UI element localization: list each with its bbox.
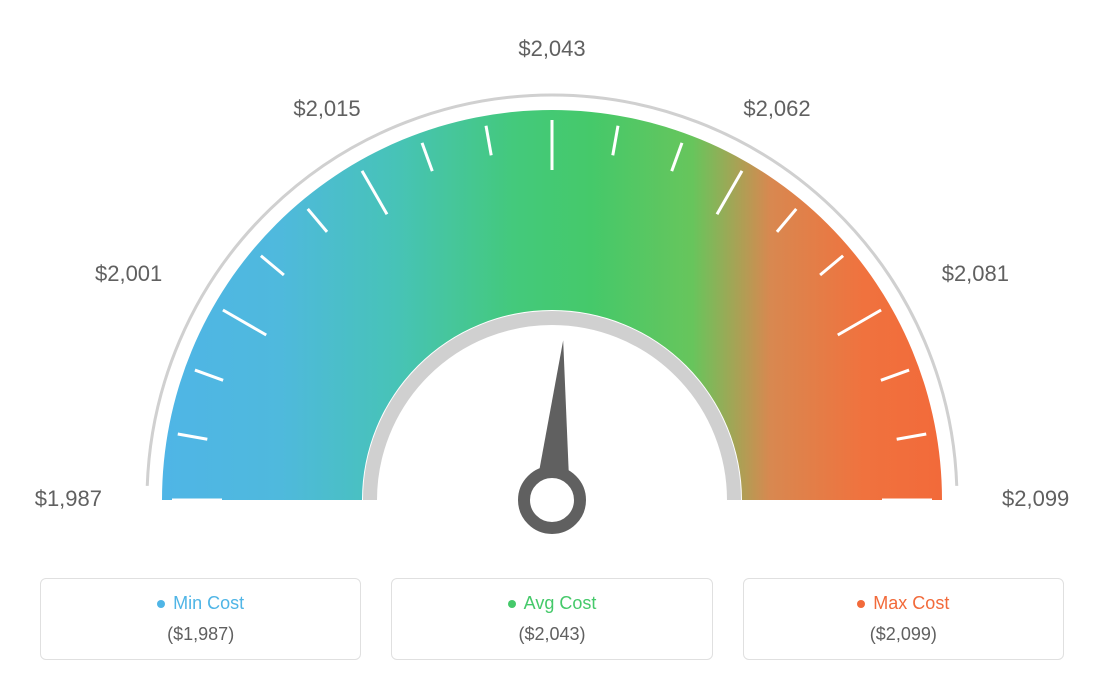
cost-gauge-chart: $1,987 $2,001 $2,015 $2,043 $2,062 $2,081 $2,0… bbox=[0, 0, 1104, 690]
svg-text:$1,987: $1,987 bbox=[35, 486, 102, 511]
svg-text:$2,081: $2,081 bbox=[942, 261, 1009, 286]
legend-row: Min Cost ($1,987) Avg Cost ($2,043) Max … bbox=[0, 578, 1104, 660]
svg-text:$2,015: $2,015 bbox=[293, 96, 360, 121]
legend-title-min: Min Cost bbox=[157, 593, 244, 614]
legend-label-min: Min Cost bbox=[173, 593, 244, 614]
svg-text:$2,001: $2,001 bbox=[95, 261, 162, 286]
legend-dot-avg bbox=[508, 600, 516, 608]
legend-card-avg: Avg Cost ($2,043) bbox=[391, 578, 712, 660]
legend-dot-min bbox=[157, 600, 165, 608]
gauge-svg: $1,987 $2,001 $2,015 $2,043 $2,062 $2,081 $2,0… bbox=[0, 0, 1104, 560]
svg-text:$2,043: $2,043 bbox=[518, 36, 585, 61]
legend-card-min: Min Cost ($1,987) bbox=[40, 578, 361, 660]
legend-value-avg: ($2,043) bbox=[402, 624, 701, 645]
legend-title-avg: Avg Cost bbox=[508, 593, 597, 614]
legend-value-max: ($2,099) bbox=[754, 624, 1053, 645]
legend-label-avg: Avg Cost bbox=[524, 593, 597, 614]
svg-text:$2,099: $2,099 bbox=[1002, 486, 1069, 511]
legend-value-min: ($1,987) bbox=[51, 624, 350, 645]
legend-card-max: Max Cost ($2,099) bbox=[743, 578, 1064, 660]
svg-text:$2,062: $2,062 bbox=[743, 96, 810, 121]
legend-dot-max bbox=[857, 600, 865, 608]
legend-label-max: Max Cost bbox=[873, 593, 949, 614]
legend-title-max: Max Cost bbox=[857, 593, 949, 614]
